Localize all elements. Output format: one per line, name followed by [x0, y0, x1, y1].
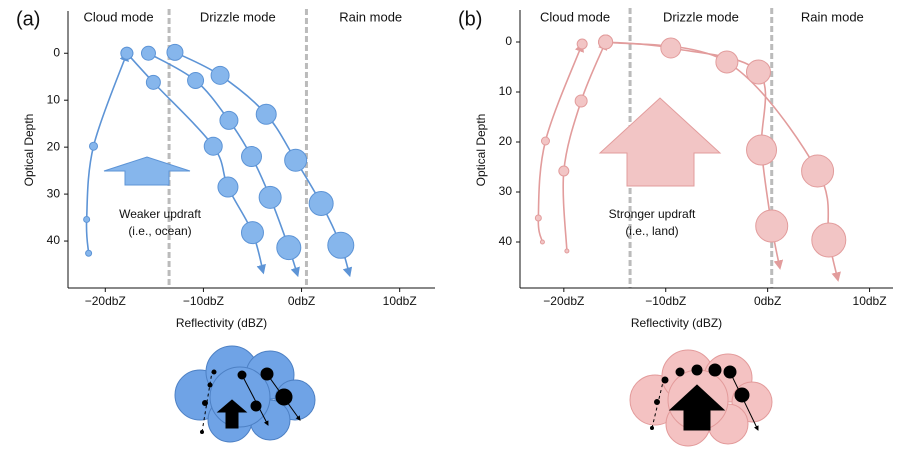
x-axis-label: Reflectivity (dBZ) — [631, 316, 722, 330]
annotation: Stronger updraft — [609, 207, 696, 221]
bubble — [577, 39, 587, 49]
bubble — [565, 249, 569, 253]
panel-label: (b) — [458, 8, 482, 30]
bubble — [575, 95, 587, 107]
bubble — [121, 47, 133, 59]
bubble — [599, 35, 613, 49]
bubble — [541, 137, 549, 145]
x-tick-label: −10dbZ — [183, 294, 224, 308]
annotation: Weaker updraft — [119, 207, 201, 221]
bubble — [328, 232, 354, 258]
annotation: (i.e., ocean) — [128, 224, 191, 238]
bubble — [802, 155, 834, 187]
bubble — [86, 250, 92, 256]
x-tick-label: −20dbZ — [543, 294, 584, 308]
bubble — [90, 142, 98, 150]
x-tick-label: −20dbZ — [85, 294, 126, 308]
bubble — [812, 223, 846, 257]
panel: (b) Cloud mode Drizzle mode Rain mode 0 10 20 3… — [458, 8, 893, 330]
bubble — [259, 186, 281, 208]
y-tick-label: 40 — [499, 234, 513, 248]
cloud-icon-ocean — [175, 346, 315, 442]
y-tick-label: 0 — [505, 34, 512, 48]
bubble — [242, 147, 262, 167]
bubble — [277, 236, 301, 260]
bubble — [241, 222, 263, 244]
bubble — [256, 104, 276, 124]
bubble — [285, 149, 307, 171]
bubble — [188, 72, 204, 88]
y-tick-label: 40 — [47, 233, 61, 247]
cloud-icon-land — [630, 350, 772, 446]
x-axis-label: Reflectivity (dBZ) — [176, 316, 267, 330]
annotation: (i.e., land) — [625, 224, 678, 238]
y-tick-label: 10 — [47, 92, 61, 106]
x-tick-label: 10dbZ — [383, 294, 417, 308]
y-tick-label: 20 — [499, 134, 513, 148]
trajectory — [86, 53, 126, 253]
mode-label: Drizzle mode — [663, 9, 739, 24]
y-axis-label: Optical Depth — [22, 114, 36, 187]
y-tick-label: 30 — [47, 186, 61, 200]
updraft-arrow — [600, 98, 720, 186]
bubble — [309, 191, 333, 215]
panel-label: (a) — [16, 8, 40, 30]
x-tick-label: 10dbZ — [853, 294, 887, 308]
y-tick-label: 20 — [47, 139, 61, 153]
bubble — [220, 111, 238, 129]
bubble — [661, 38, 681, 58]
bubble — [167, 44, 183, 60]
mode-label: Cloud mode — [540, 9, 610, 24]
bubble — [146, 75, 160, 89]
bubble — [211, 66, 229, 84]
x-tick-label: −10dbZ — [645, 294, 686, 308]
mode-label: Drizzle mode — [200, 9, 276, 24]
figure: (a) Cloud mode Drizzle mode Rain mode 0 10 20 3… — [0, 0, 905, 450]
bubble — [141, 46, 155, 60]
x-tick-label: 0dbZ — [754, 294, 781, 308]
mode-label: Cloud mode — [83, 9, 153, 24]
bubble — [716, 51, 738, 73]
y-tick-label: 10 — [499, 84, 513, 98]
bubble — [540, 240, 544, 244]
bubble — [204, 137, 222, 155]
updraft-arrow — [104, 157, 190, 185]
x-tick-label: 0dbZ — [288, 294, 315, 308]
bubble — [218, 177, 238, 197]
bubble — [746, 60, 770, 84]
y-tick-label: 0 — [53, 45, 60, 59]
bubble — [535, 215, 541, 221]
bubble — [756, 210, 788, 242]
y-axis-label: Optical Depth — [474, 114, 488, 187]
mode-label: Rain mode — [339, 9, 402, 24]
bubble — [84, 216, 90, 222]
mode-label: Rain mode — [801, 9, 864, 24]
bubble — [747, 135, 777, 165]
panel: (a) Cloud mode Drizzle mode Rain mode 0 10 20 3… — [16, 8, 435, 330]
bubble — [559, 166, 569, 176]
y-tick-label: 30 — [499, 184, 513, 198]
